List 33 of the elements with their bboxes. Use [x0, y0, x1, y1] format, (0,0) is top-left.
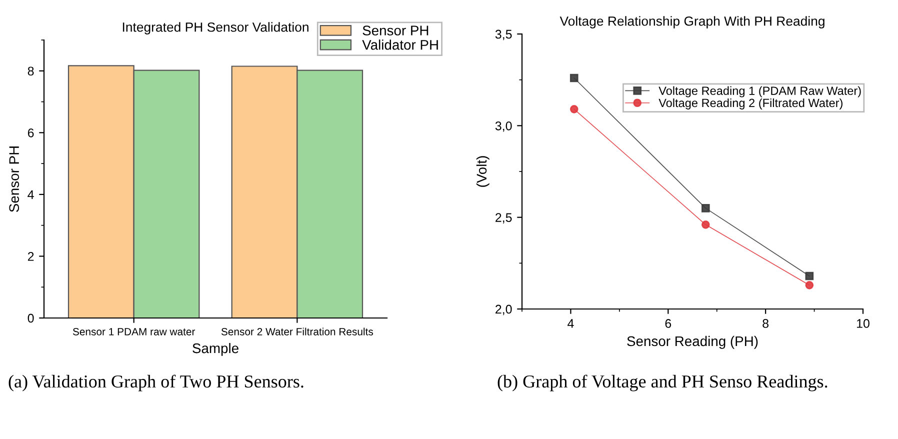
text: (b) Graph of Voltage and PH Senso Readings.: [498, 374, 828, 392]
text: (a) Validation Graph of Two PH Sensors.: [8, 374, 304, 392]
y-tick-label: 3,0: [495, 121, 512, 132]
point: [701, 220, 710, 229]
legend-label: Validator PH: [362, 40, 438, 50]
chart-title: Voltage Relationship Graph With PH Reading: [560, 16, 824, 28]
chart-title: Integrated PH Sensor Validation: [122, 22, 308, 34]
y-tick-label: 2,5: [496, 213, 512, 224]
y-tick-label: 6: [28, 128, 34, 138]
y-tick-label: 2: [28, 252, 34, 261]
legend-label: Voltage Reading 1 (PDAM Raw Water): [658, 86, 861, 98]
y-axis-title: Sensor PH: [9, 146, 20, 212]
point: [805, 272, 814, 280]
point: [805, 281, 814, 290]
legend-label: Sensor PH: [362, 26, 428, 36]
x-tick-label: 10: [857, 319, 870, 328]
y-tick-label: 4: [28, 190, 34, 199]
point: [570, 74, 578, 82]
x-tick-label: 8: [762, 319, 769, 328]
point: [701, 204, 710, 212]
x-tick-label: Sensor 1 PDAM raw water: [72, 328, 196, 336]
legend-label: Voltage Reading 2 (Filtrated Water): [658, 98, 842, 110]
x-tick-label: 6: [665, 319, 672, 328]
x-axis-title: Sample: [192, 342, 238, 356]
x-tick-label: Sensor 2 Water Filtration Results: [221, 328, 374, 336]
point: [570, 105, 578, 114]
x-tick-label: 4: [568, 319, 574, 328]
y-tick-label: 2,0: [496, 304, 512, 316]
y-tick-label: 0: [28, 314, 34, 323]
y-axis-title: (Volt): [476, 156, 490, 187]
x-axis-title: Sensor Reading (PH): [627, 336, 758, 349]
y-tick-label: 3,5: [495, 30, 512, 40]
y-tick-label: 8: [28, 66, 34, 76]
